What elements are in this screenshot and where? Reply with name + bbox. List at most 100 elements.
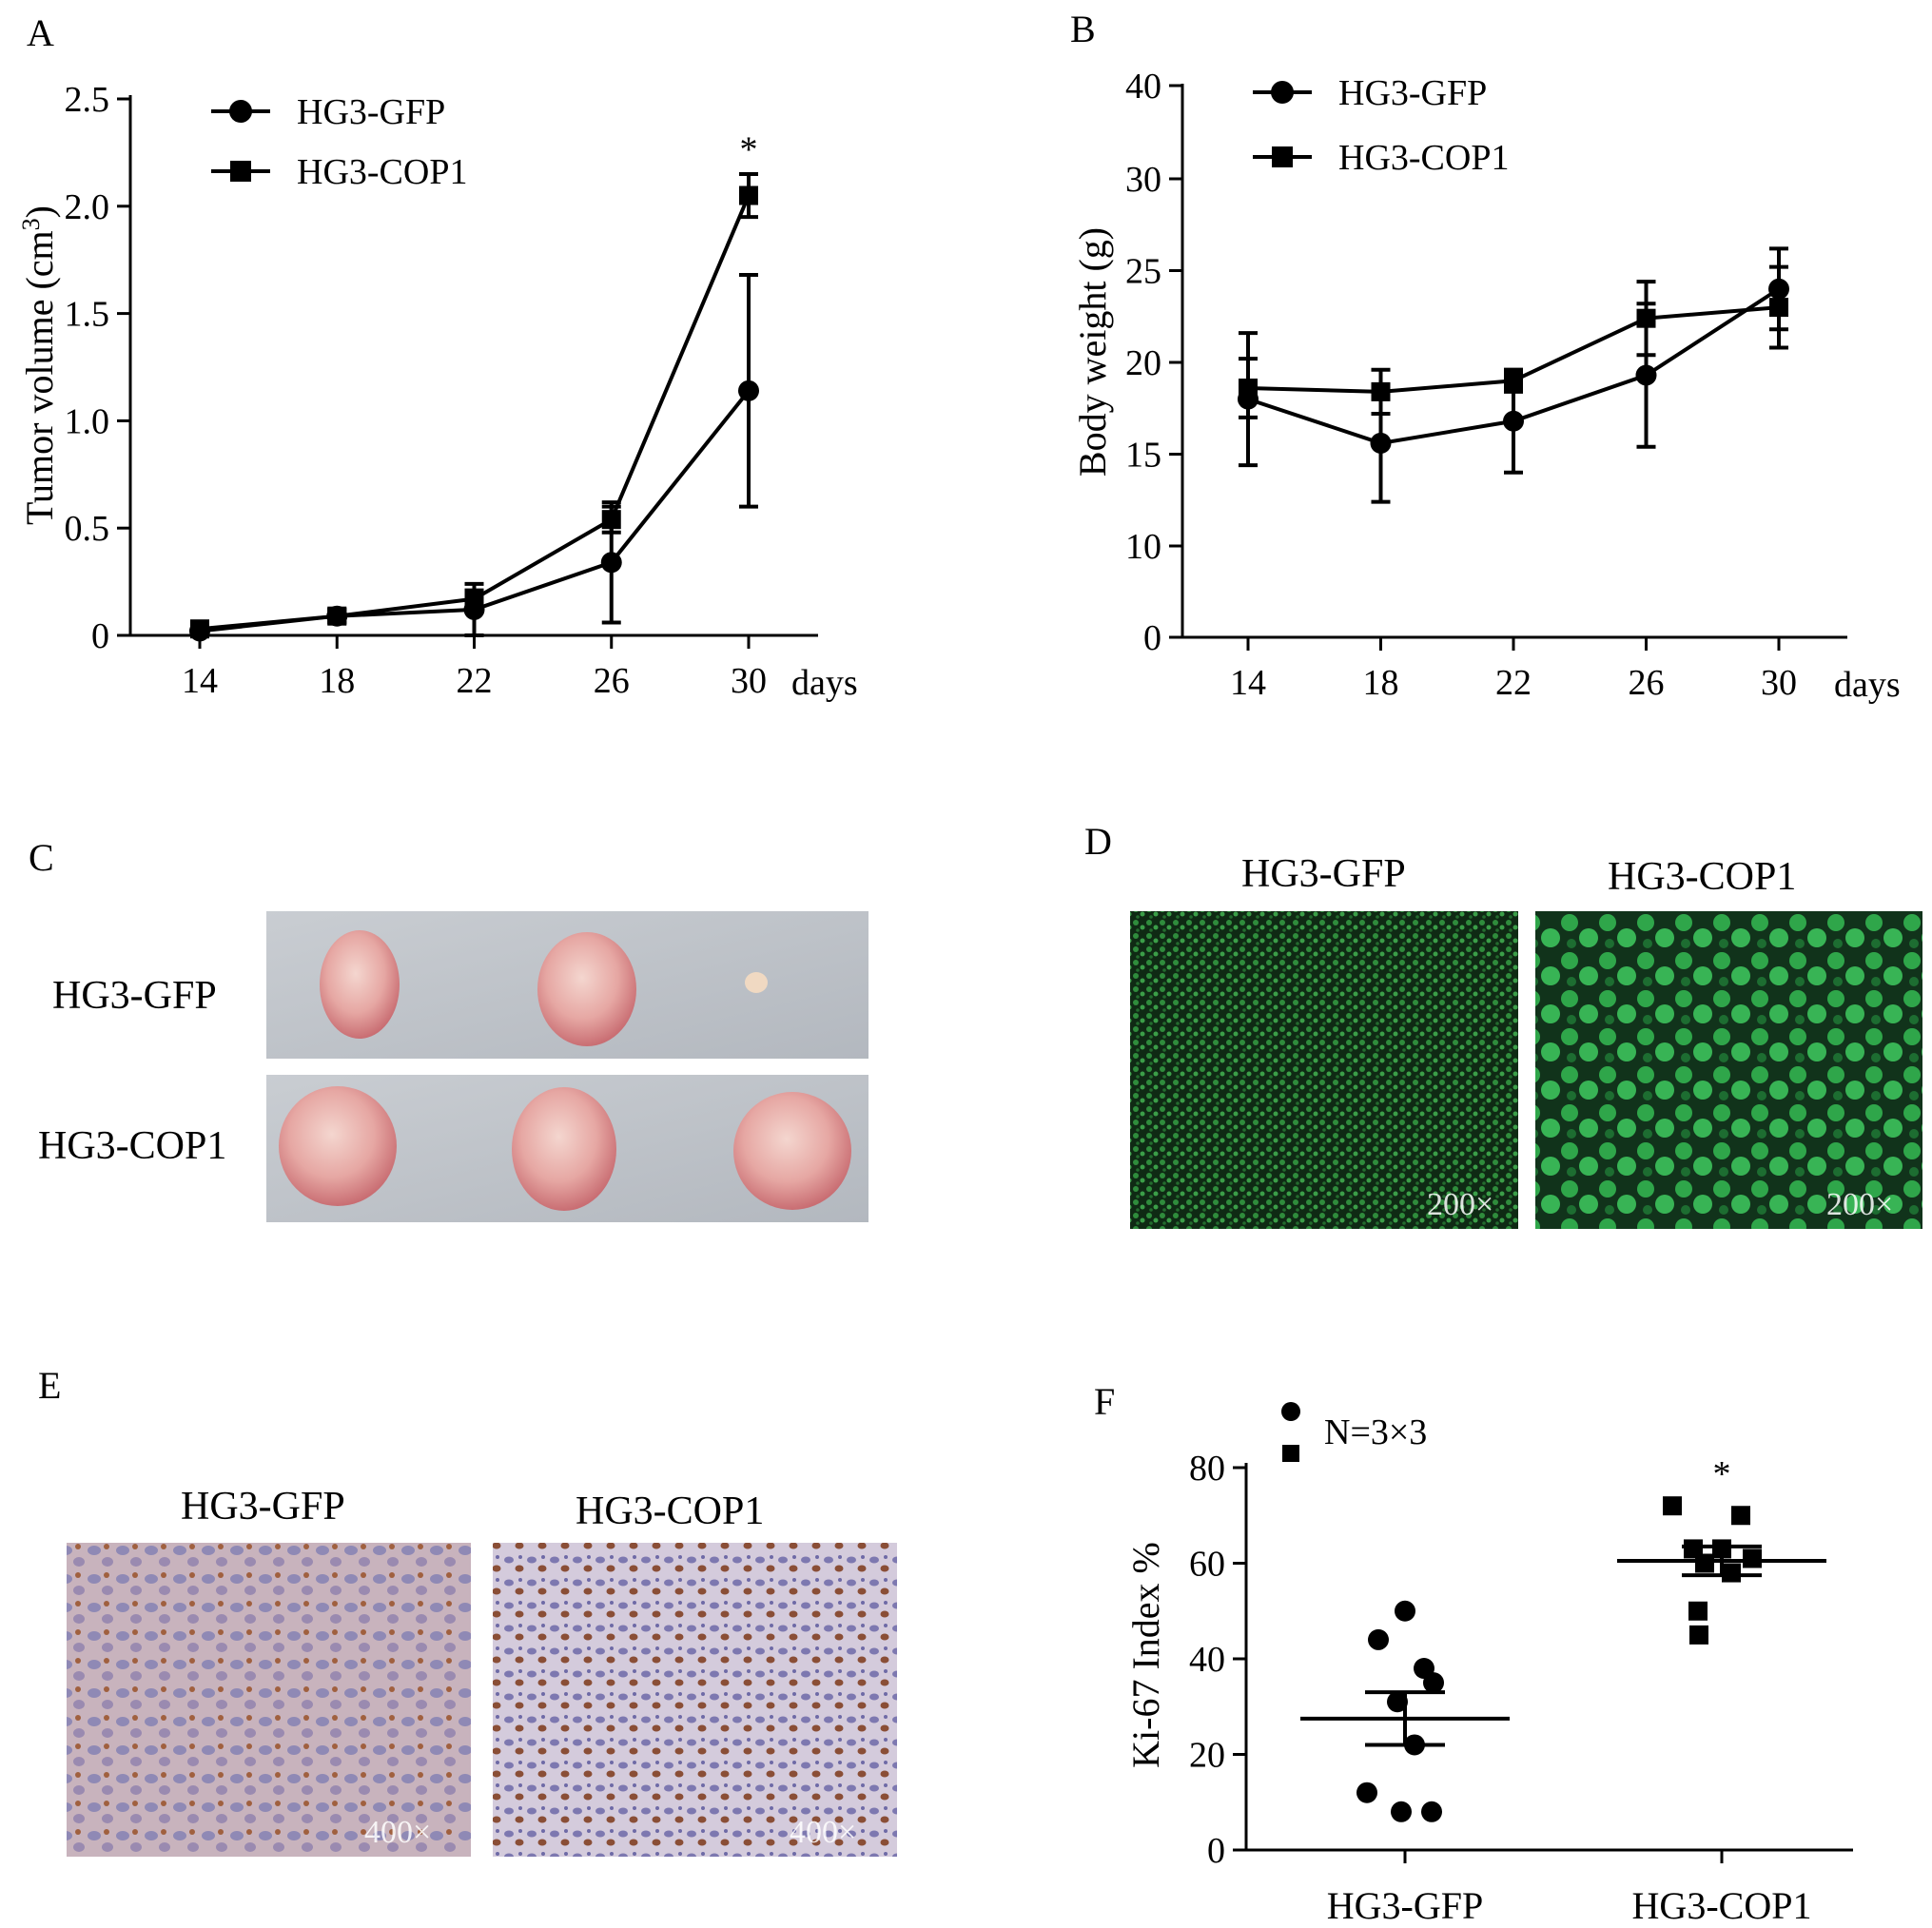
legend-label: HG3-GFP (1338, 73, 1487, 113)
legend-label: HG3-COP1 (1338, 138, 1509, 178)
data-point (1743, 1548, 1762, 1568)
data-point (1387, 1691, 1408, 1713)
data-point (1504, 371, 1523, 391)
data-point (601, 510, 621, 530)
data-point (1423, 1672, 1444, 1694)
y-tick-label: 1.5 (65, 295, 110, 335)
legend-label: N=3×3 (1324, 1412, 1427, 1452)
ihc-image-cop1: 400× (493, 1543, 897, 1857)
x-tick-label: 26 (594, 661, 630, 701)
panel-d-title-cop1: HG3-COP1 (1608, 855, 1796, 899)
data-point (1368, 1628, 1389, 1650)
panel-e-title-cop1: HG3-COP1 (576, 1490, 764, 1533)
x-tick-label: 14 (1230, 663, 1266, 703)
x-tick-label: 18 (319, 661, 355, 701)
legend-marker (230, 161, 251, 182)
y-tick-label: 0 (1207, 1831, 1225, 1871)
data-point (1371, 381, 1391, 401)
data-point (1731, 1506, 1750, 1526)
x-tick-label: 22 (1495, 663, 1532, 703)
panel-d-label: D (1084, 820, 1112, 863)
y-axis-label: Tumor volume (cm3) (17, 205, 61, 525)
data-point (1239, 379, 1258, 399)
legend-marker (229, 100, 252, 123)
chart-a: 0 0.5 1.0 1.5 2.0 2.5 14 18 22 26 30 days Tumor volu… (17, 80, 858, 703)
y-tick-label: 0 (91, 616, 109, 656)
data-point (1663, 1496, 1682, 1516)
data-point (1635, 364, 1657, 386)
data-point (1421, 1801, 1442, 1822)
series-hg3-cop1 (190, 171, 758, 639)
x-tick-label: 26 (1629, 663, 1665, 703)
data-point (739, 185, 758, 205)
x-unit-label: days (791, 663, 858, 703)
chart-b: 0 10 15 20 25 30 40 14 18 22 26 30 days Body weight (… (1071, 67, 1901, 705)
tumor-gfp-1 (320, 930, 400, 1039)
data-point (1722, 1563, 1741, 1583)
series-hg3-cop1 (1617, 1496, 1826, 1645)
tumor-gfp-3 (745, 972, 768, 993)
data-point (1769, 298, 1788, 318)
y-tick-label: 2.5 (65, 80, 110, 120)
series-line (199, 194, 751, 632)
y-tick-label: 0 (1143, 618, 1161, 658)
series-hg3-gfp (1238, 246, 1789, 504)
tumor-gfp-2 (537, 932, 636, 1046)
chart-f: 0 20 40 60 80 HG3-GFP HG3-COP1 Ki-67 Index % N=3… (1124, 1402, 1853, 1927)
x-tick-label: 30 (731, 661, 767, 701)
panel-c-row-label-gfp: HG3-GFP (52, 974, 217, 1018)
panel-f-label: F (1094, 1380, 1115, 1423)
magnification-e-cop1: 400× (790, 1815, 856, 1850)
data-point (1684, 1539, 1703, 1559)
y-tick-label: 15 (1125, 436, 1161, 476)
data-point (1689, 1625, 1708, 1645)
data-point (1356, 1782, 1377, 1803)
magnification-e-gfp: 400× (364, 1815, 431, 1850)
x-category-label: HG3-GFP (1327, 1884, 1483, 1927)
legend-marker (1271, 81, 1294, 104)
legend-label: HG3-COP1 (297, 152, 467, 192)
tumor-cop1-2 (512, 1087, 616, 1211)
panel-b-label: B (1070, 8, 1096, 50)
data-point (327, 606, 347, 626)
legend-label: HG3-GFP (297, 92, 445, 132)
x-tick-label: 30 (1761, 663, 1797, 703)
y-tick-label: 40 (1189, 1640, 1225, 1680)
x-unit-label: days (1834, 665, 1901, 705)
x-category-label: HG3-COP1 (1632, 1884, 1812, 1927)
x-tick-label: 18 (1363, 663, 1399, 703)
data-point (1636, 308, 1656, 328)
tumor-cop1-3 (733, 1092, 851, 1210)
fluorescence-image-gfp: 200× (1130, 911, 1518, 1229)
panel-c-row-label-cop1: HG3-COP1 (38, 1124, 226, 1168)
data-point (1695, 1553, 1714, 1573)
significance-asterisk: * (1713, 1454, 1731, 1494)
y-tick-label: 1.0 (65, 401, 110, 441)
y-tick-label: 2.0 (65, 187, 110, 227)
y-tick-label: 60 (1189, 1545, 1225, 1585)
data-point (464, 589, 484, 609)
y-axis-label: Ki-67 Index % (1124, 1542, 1167, 1768)
x-tick-label: 22 (457, 661, 493, 701)
y-axis-label: Body weight (g) (1071, 227, 1114, 477)
y-tick-label: 25 (1125, 252, 1161, 292)
x-tick-label: 14 (182, 661, 218, 701)
panel-c-label: C (29, 836, 54, 879)
series-hg3-gfp (189, 272, 759, 642)
fluorescence-image-cop1: 200× (1535, 911, 1922, 1229)
panel-d-title-gfp: HG3-GFP (1241, 852, 1406, 896)
data-point (1688, 1601, 1708, 1621)
data-point (1395, 1600, 1415, 1622)
significance-asterisk: * (740, 129, 758, 169)
panel-e-label: E (38, 1364, 61, 1407)
data-point (600, 552, 622, 574)
panel-a-label: A (27, 11, 54, 54)
data-point (1503, 410, 1524, 432)
panel-e-title-gfp: HG3-GFP (181, 1485, 345, 1529)
ihc-image-gfp: 400× (67, 1543, 471, 1857)
legend-marker-square (1282, 1445, 1299, 1462)
y-tick-label: 20 (1189, 1736, 1225, 1776)
tumor-photo-gfp (266, 911, 868, 1059)
data-point (1370, 432, 1392, 454)
